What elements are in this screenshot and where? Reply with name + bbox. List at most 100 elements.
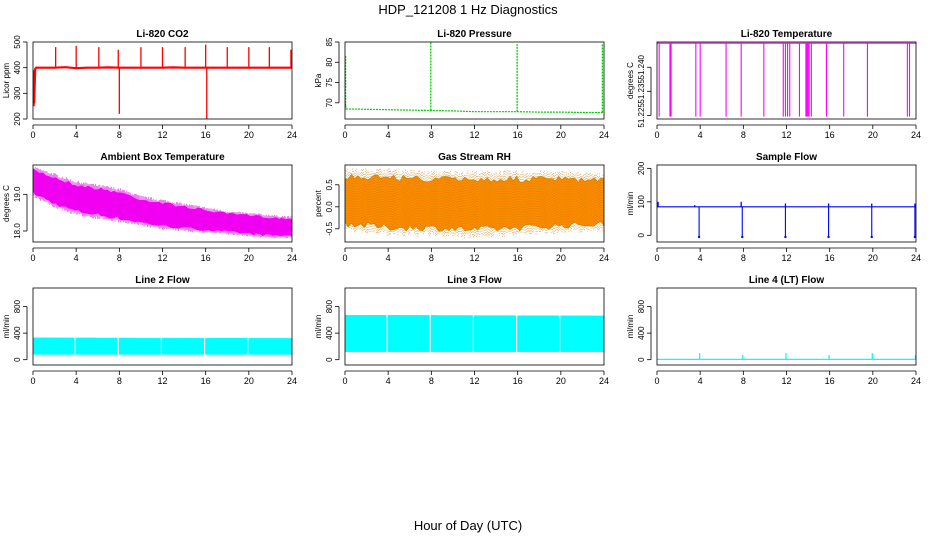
y-tick-label: 0.0 xyxy=(325,201,334,213)
y-tick-label: 0 xyxy=(325,357,334,362)
x-tick-label: 16 xyxy=(201,253,211,263)
x-tick-label: 0 xyxy=(342,130,347,140)
x-tick-label: 20 xyxy=(244,253,254,263)
y-axis-label: ml/min xyxy=(314,315,323,339)
x-tick-label: 0 xyxy=(30,376,35,386)
series-drop-point xyxy=(741,235,744,239)
x-tick-label: 8 xyxy=(117,253,122,263)
plot-frame xyxy=(344,164,605,243)
y-tick-label: 500 xyxy=(13,35,22,49)
x-tick-label: 24 xyxy=(599,253,609,263)
y-tick-label: 400 xyxy=(637,326,646,340)
x-tick-label: 24 xyxy=(287,376,297,386)
data-marks xyxy=(657,353,916,360)
y-tick-label: 18.0 xyxy=(13,223,22,239)
y-axis-label: ml/min xyxy=(626,315,635,339)
x-tick-label: 12 xyxy=(469,253,479,263)
plot-frame xyxy=(344,41,605,120)
x-tick-label: 20 xyxy=(556,376,566,386)
chart-title: Li-820 Pressure xyxy=(437,29,512,40)
chart-title: Li-820 Temperature xyxy=(741,29,833,40)
y-tick-label: 0 xyxy=(13,357,22,362)
x-tick-label: 24 xyxy=(287,253,297,263)
data-marks xyxy=(345,168,604,239)
x-tick-label: 24 xyxy=(599,376,609,386)
y-tick-label: 19.0 xyxy=(13,186,22,202)
series-line xyxy=(345,102,604,114)
chart-panel-5: Gas Stream RH percent 0 4 8 12 16 20 24 -0.5 0.0 0.… xyxy=(314,152,609,263)
x-tick-label: 4 xyxy=(698,376,703,386)
plot-frame xyxy=(344,287,605,366)
y-tick-label: 70 xyxy=(325,98,334,107)
chart-title: Li-820 CO2 xyxy=(136,29,189,40)
plot-frame xyxy=(32,41,293,120)
x-tick-label: 8 xyxy=(117,376,122,386)
y-tick-label: 400 xyxy=(13,60,22,74)
data-marks xyxy=(33,44,292,119)
x-tick-label: 8 xyxy=(429,130,434,140)
series-drop-point xyxy=(784,235,787,239)
chart-title: Ambient Box Temperature xyxy=(100,152,225,163)
x-tick-label: 4 xyxy=(386,376,391,386)
x-tick-label: 8 xyxy=(741,376,746,386)
x-tick-label: 0 xyxy=(342,376,347,386)
chart-panel-1: Li-820 CO2 Licor ppm 0 4 8 12 16 20 24 200 300 400 5… xyxy=(2,29,297,140)
x-tick-label: 0 xyxy=(654,130,659,140)
chart-panel-2: Li-820 Pressure kPa 0 4 8 12 16 20 24 70 75 80 85 xyxy=(314,29,609,140)
series-line xyxy=(33,66,292,104)
x-tick-label: 24 xyxy=(911,130,921,140)
chart-panel-7: Line 2 Flow ml/min 0 4 8 12 16 20 24 0 400 800 xyxy=(2,275,297,386)
data-marks xyxy=(33,166,292,239)
x-tick-label: 24 xyxy=(911,376,921,386)
y-tick-label: 800 xyxy=(637,299,646,313)
x-tick-label: 24 xyxy=(599,130,609,140)
y-tick-label: 75 xyxy=(325,78,334,87)
series-drop-point xyxy=(913,235,916,239)
data-marks xyxy=(657,42,916,117)
y-tick-label: 85 xyxy=(325,37,334,46)
x-tick-label: 0 xyxy=(342,253,347,263)
x-tick-label: 20 xyxy=(244,376,254,386)
y-tick-label: 800 xyxy=(13,299,22,313)
y-tick-label: 80 xyxy=(325,57,334,66)
y-tick-label: 300 xyxy=(13,86,22,100)
x-tick-label: 20 xyxy=(556,130,566,140)
y-tick-label: 200 xyxy=(13,112,22,126)
x-tick-label: 4 xyxy=(698,253,703,263)
y-axis-label: kPa xyxy=(314,73,323,87)
data-marks xyxy=(345,42,604,114)
y-tick-label: 400 xyxy=(13,326,22,340)
y-tick-label: -0.5 xyxy=(325,221,334,235)
chart-panel-9: Line 4 (LT) Flow ml/min 0 4 8 12 16 20 24 0 400 800 xyxy=(626,275,921,386)
x-tick-label: 4 xyxy=(386,130,391,140)
x-tick-label: 0 xyxy=(654,376,659,386)
x-tick-label: 16 xyxy=(201,130,211,140)
series-area xyxy=(33,337,292,355)
y-tick-label: 51.225 xyxy=(637,103,646,128)
y-tick-label: 0.5 xyxy=(325,179,334,191)
x-tick-label: 8 xyxy=(741,253,746,263)
x-tick-label: 4 xyxy=(74,253,79,263)
y-tick-label: 100 xyxy=(637,195,646,209)
chart-title: Line 3 Flow xyxy=(447,275,502,286)
y-tick-label: 200 xyxy=(637,161,646,175)
x-tick-label: 4 xyxy=(74,376,79,386)
x-tick-label: 4 xyxy=(74,130,79,140)
x-tick-label: 0 xyxy=(30,130,35,140)
y-axis-label: ml/min xyxy=(2,315,11,339)
data-marks xyxy=(33,336,292,356)
chart-panel-3: Li-820 Temperature degrees C 0 4 8 12 16 20 24 51… xyxy=(626,29,921,140)
x-tick-label: 8 xyxy=(117,130,122,140)
data-marks xyxy=(657,201,916,239)
y-axis-label: degrees C xyxy=(2,185,11,222)
x-tick-label: 8 xyxy=(741,130,746,140)
x-tick-label: 12 xyxy=(157,376,167,386)
x-tick-label: 12 xyxy=(157,130,167,140)
plot-frame xyxy=(656,287,917,366)
y-tick-label: 51.240 xyxy=(637,54,646,79)
figure-title: HDP_121208 1 Hz Diagnostics xyxy=(378,2,558,17)
x-tick-label: 12 xyxy=(781,130,791,140)
plot-frame xyxy=(656,41,917,120)
series-drop-point xyxy=(697,235,701,239)
